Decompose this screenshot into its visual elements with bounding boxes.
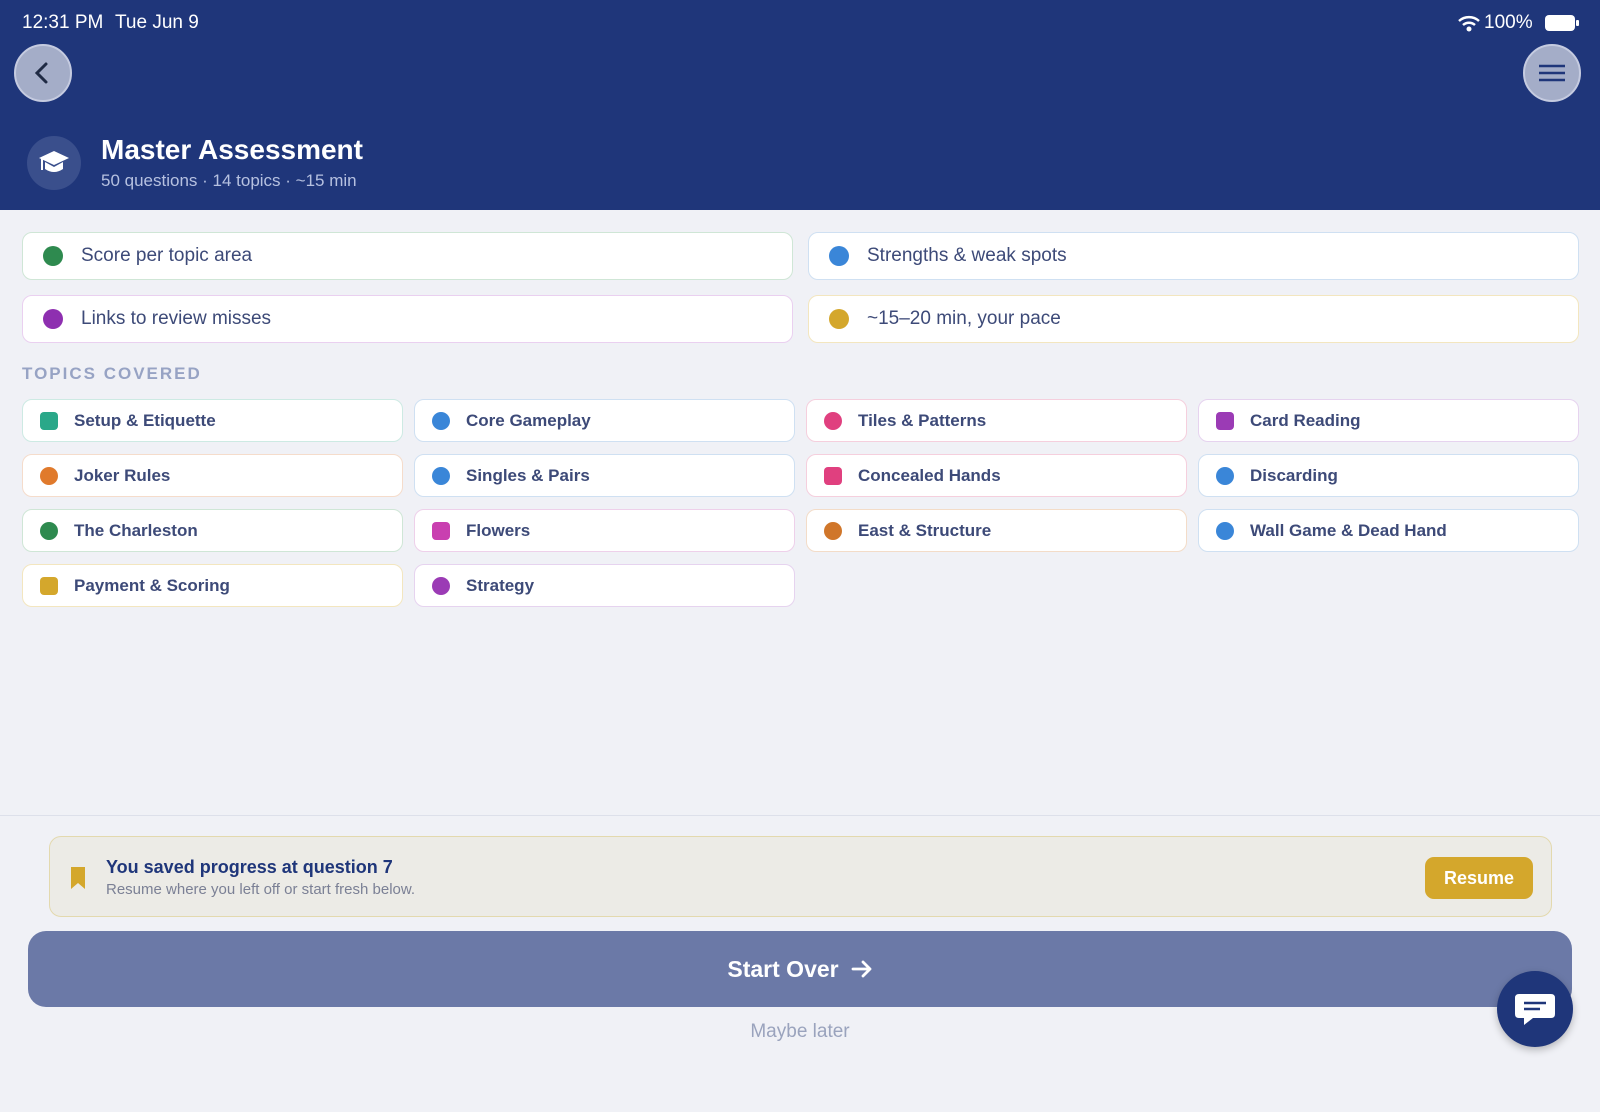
feature-label: Score per topic area [81, 245, 253, 266]
start-over-label: Start Over [727, 955, 839, 982]
feature-icon [43, 246, 63, 266]
topic-label: Concealed Hands [858, 465, 1001, 485]
feature-label: Strengths & weak spots [867, 245, 1067, 266]
topic-chip[interactable]: Discarding [1198, 454, 1579, 497]
topic-icon [40, 521, 58, 540]
topic-chip[interactable]: East & Structure [806, 509, 1187, 552]
status-time: 12:31 PM [22, 12, 104, 33]
saved-title: You saved progress at question 7 [106, 857, 393, 877]
topic-icon [1216, 521, 1234, 540]
divider [0, 815, 1600, 816]
header: 12:31 PM Tue Jun 9 100% Master Assessmen… [0, 0, 1600, 210]
topic-chip[interactable]: Setup & Etiquette [22, 399, 403, 442]
topic-icon [40, 466, 58, 485]
topic-label: Core Gameplay [466, 410, 591, 430]
feature-card: ~15–20 min, your pace [808, 295, 1579, 343]
topic-icon [432, 521, 450, 540]
topic-icon [40, 411, 58, 430]
section-heading: TOPICS COVERED [22, 364, 202, 383]
topic-chip[interactable]: Flowers [414, 509, 795, 552]
topic-label: Wall Game & Dead Hand [1250, 520, 1447, 540]
feature-card: Score per topic area [22, 232, 793, 280]
topic-chip[interactable]: Singles & Pairs [414, 454, 795, 497]
topic-icon [40, 576, 58, 595]
title: Master Assessment [101, 134, 363, 165]
back-button[interactable] [14, 44, 72, 102]
topic-icon [824, 411, 842, 430]
subtitle: 50 questions · 14 topics · ~15 min [101, 171, 357, 190]
topic-chip[interactable]: Payment & Scoring [22, 564, 403, 607]
menu-icon [1539, 64, 1565, 82]
topic-label: Card Reading [1250, 410, 1361, 430]
topic-icon [432, 466, 450, 485]
feature-icon [829, 246, 849, 266]
cap-icon [39, 151, 69, 172]
chat-icon [1515, 994, 1555, 1025]
topic-label: Joker Rules [74, 465, 171, 485]
topic-chip[interactable]: Card Reading [1198, 399, 1579, 442]
saved-progress-card: You saved progress at question 7 Resume … [49, 836, 1552, 917]
saved-subtitle: Resume where you left off or start fresh… [106, 881, 416, 898]
feature-label: ~15–20 min, your pace [867, 308, 1061, 329]
resume-button[interactable]: Resume [1425, 857, 1533, 899]
back-icon [34, 62, 48, 84]
topic-label: Tiles & Patterns [858, 410, 987, 430]
assessment-icon [27, 136, 81, 190]
feature-icon [829, 309, 849, 329]
feature-card: Links to review misses [22, 295, 793, 343]
topic-icon [1216, 466, 1234, 485]
topic-label: Flowers [466, 520, 531, 540]
status-battery: 100% [1484, 12, 1533, 33]
topic-icon [824, 466, 842, 485]
topic-chip[interactable]: Core Gameplay [414, 399, 795, 442]
start-over-button[interactable]: Start Over [28, 931, 1572, 1007]
topic-label: Singles & Pairs [466, 465, 590, 485]
feature-card: Strengths & weak spots [808, 232, 1579, 280]
topic-chip[interactable]: Concealed Hands [806, 454, 1187, 497]
feature-icon [43, 309, 63, 329]
topic-chip[interactable]: Joker Rules [22, 454, 403, 497]
topic-icon [1216, 411, 1234, 430]
maybe-later-link[interactable]: Maybe later [750, 1021, 850, 1042]
topic-chip[interactable]: The Charleston [22, 509, 403, 552]
chat-button[interactable] [1497, 971, 1573, 1047]
wifi-icon [1458, 16, 1480, 32]
topic-label: The Charleston [74, 520, 198, 540]
topic-chip[interactable]: Strategy [414, 564, 795, 607]
topic-label: East & Structure [858, 520, 992, 540]
topic-label: Payment & Scoring [74, 575, 230, 595]
topic-label: Strategy [466, 575, 535, 595]
topic-icon [432, 576, 450, 595]
arrow-icon [851, 960, 872, 978]
topic-chip[interactable]: Tiles & Patterns [806, 399, 1187, 442]
menu-button[interactable] [1523, 44, 1581, 102]
topic-icon [432, 411, 450, 430]
battery-icon [1545, 15, 1579, 31]
topic-label: Setup & Etiquette [74, 410, 216, 430]
status-date: Tue Jun 9 [115, 12, 199, 33]
bookmark-icon [71, 867, 85, 889]
topic-label: Discarding [1250, 465, 1338, 485]
feature-label: Links to review misses [81, 308, 272, 329]
topic-icon [824, 521, 842, 540]
topic-chip[interactable]: Wall Game & Dead Hand [1198, 509, 1579, 552]
